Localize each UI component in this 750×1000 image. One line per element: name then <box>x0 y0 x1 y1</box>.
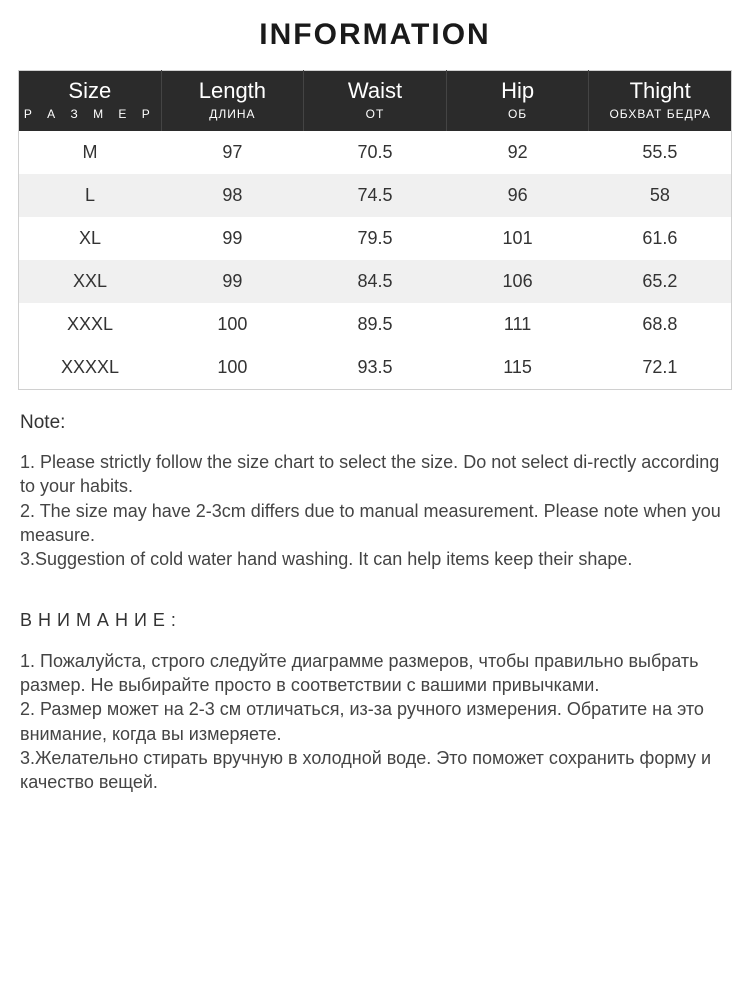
cell: 68.8 <box>589 303 732 346</box>
cell: 98 <box>161 174 304 217</box>
note-line: 1. Пожалуйста, строго следуйте диаграмме… <box>20 649 732 698</box>
cell: M <box>19 131 162 174</box>
cell: 93.5 <box>304 346 447 390</box>
cell: 100 <box>161 303 304 346</box>
table-row: XXXXL 100 93.5 115 72.1 <box>19 346 732 390</box>
col-size-sub: Р А З М Е Р <box>23 107 157 121</box>
col-hip: Hip ОБ <box>446 71 589 132</box>
col-waist-main: Waist <box>308 79 442 103</box>
col-waist: Waist ОТ <box>304 71 447 132</box>
cell: 58 <box>589 174 732 217</box>
note-body-ru: 1. Пожалуйста, строго следуйте диаграмме… <box>18 649 732 795</box>
col-hip-main: Hip <box>451 79 585 103</box>
note-title-ru: ВНИМАНИЕ: <box>18 610 732 631</box>
table-row: L 98 74.5 96 58 <box>19 174 732 217</box>
note-line: 3.Suggestion of cold water hand washing.… <box>20 547 732 571</box>
note-line: 1. Please strictly follow the size chart… <box>20 450 732 499</box>
table-row: XXL 99 84.5 106 65.2 <box>19 260 732 303</box>
table-header-row: Size Р А З М Е Р Length ДЛИНА Waist ОТ H… <box>19 71 732 132</box>
cell: 99 <box>161 260 304 303</box>
cell: 99 <box>161 217 304 260</box>
note-line: 2. The size may have 2-3cm differs due t… <box>20 499 732 548</box>
cell: 97 <box>161 131 304 174</box>
col-hip-sub: ОБ <box>451 107 585 121</box>
cell: 55.5 <box>589 131 732 174</box>
cell: 100 <box>161 346 304 390</box>
cell: XXL <box>19 260 162 303</box>
cell: 70.5 <box>304 131 447 174</box>
cell: L <box>19 174 162 217</box>
table-row: M 97 70.5 92 55.5 <box>19 131 732 174</box>
cell: 61.6 <box>589 217 732 260</box>
cell: 65.2 <box>589 260 732 303</box>
col-waist-sub: ОТ <box>308 107 442 121</box>
cell: 84.5 <box>304 260 447 303</box>
cell: 89.5 <box>304 303 447 346</box>
col-length-sub: ДЛИНА <box>166 107 300 121</box>
table-row: XL 99 79.5 101 61.6 <box>19 217 732 260</box>
col-length-main: Length <box>166 79 300 103</box>
note-title-en: Note: <box>18 412 732 434</box>
cell: 115 <box>446 346 589 390</box>
cell: 106 <box>446 260 589 303</box>
note-line: 3.Желательно стирать вручную в холодной … <box>20 746 732 795</box>
col-size-main: Size <box>23 79 157 103</box>
note-line: 2. Размер может на 2-3 см отличаться, из… <box>20 697 732 746</box>
cell: 101 <box>446 217 589 260</box>
col-size: Size Р А З М Е Р <box>19 71 162 132</box>
cell: 111 <box>446 303 589 346</box>
cell: XXXXL <box>19 346 162 390</box>
cell: 92 <box>446 131 589 174</box>
page-title: INFORMATION <box>18 10 732 70</box>
col-thigh: Thight ОБХВАТ БЕДРА <box>589 71 732 132</box>
cell: 72.1 <box>589 346 732 390</box>
cell: 96 <box>446 174 589 217</box>
size-table: Size Р А З М Е Р Length ДЛИНА Waist ОТ H… <box>18 70 732 390</box>
cell: 74.5 <box>304 174 447 217</box>
col-thigh-sub: ОБХВАТ БЕДРА <box>593 107 727 121</box>
cell: 79.5 <box>304 217 447 260</box>
cell: XL <box>19 217 162 260</box>
table-row: XXXL 100 89.5 111 68.8 <box>19 303 732 346</box>
col-length: Length ДЛИНА <box>161 71 304 132</box>
note-body-en: 1. Please strictly follow the size chart… <box>18 450 732 571</box>
col-thigh-main: Thight <box>593 79 727 103</box>
cell: XXXL <box>19 303 162 346</box>
